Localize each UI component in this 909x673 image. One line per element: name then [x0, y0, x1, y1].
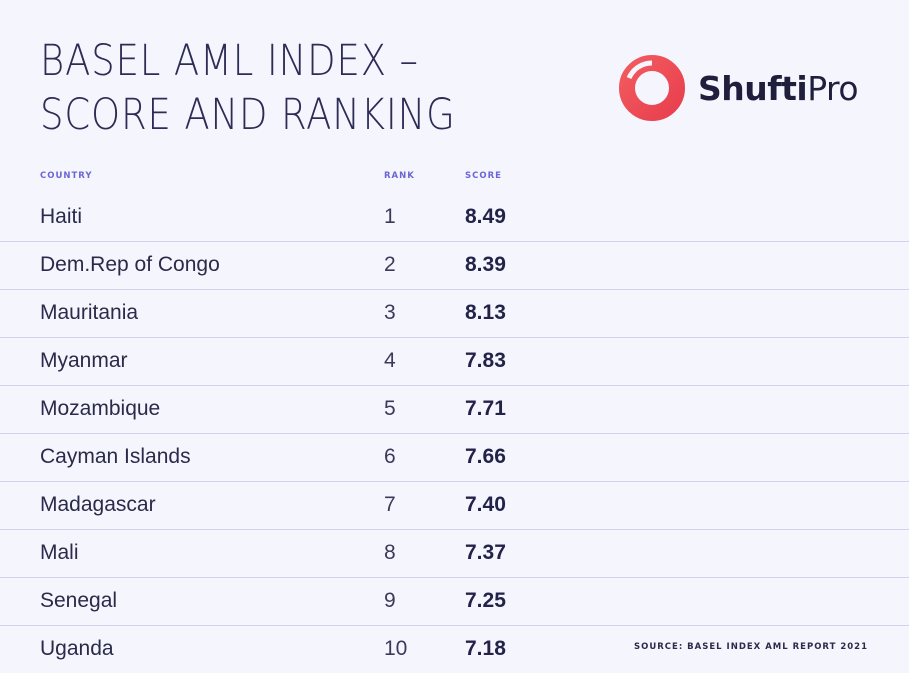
shufti-pro-ring-icon: [619, 55, 685, 121]
rank-cell: 1: [384, 205, 396, 228]
score-cell: 8.13: [465, 301, 506, 324]
rank-cell: 4: [384, 349, 396, 372]
title-line-2: SCORE AND RANKING: [40, 90, 456, 140]
title-line-1: BASEL AML INDEX –: [40, 36, 419, 86]
country-cell: Mali: [40, 541, 79, 564]
country-cell: Mauritania: [40, 301, 139, 324]
page-title: BASEL AML INDEX – SCORE AND RANKING: [40, 34, 456, 142]
brand-name-light: Pro: [807, 68, 859, 108]
column-header-score: SCORE: [465, 171, 502, 181]
score-cell: 7.37: [465, 541, 506, 564]
table-row: Madagascar 7 7.40: [0, 482, 909, 530]
brand-name-bold: Shufti: [698, 68, 808, 108]
table-row: Dem.Rep of Congo 2 8.39: [0, 242, 909, 290]
rank-cell: 5: [384, 397, 396, 420]
country-cell: Madagascar: [40, 493, 156, 516]
table-row: Cayman Islands 6 7.66: [0, 434, 909, 482]
rank-cell: 10: [384, 637, 408, 660]
country-cell: Dem.Rep of Congo: [40, 253, 220, 276]
country-cell: Senegal: [40, 589, 118, 612]
score-cell: 7.71: [465, 397, 506, 420]
rank-cell: 3: [384, 301, 396, 324]
score-cell: 8.39: [465, 253, 506, 276]
score-cell: 7.83: [465, 349, 506, 372]
table-row: Senegal 9 7.25: [0, 578, 909, 626]
rank-cell: 6: [384, 445, 396, 468]
table-header: COUNTRY RANK SCORE: [0, 171, 909, 183]
rank-cell: 9: [384, 589, 396, 612]
country-cell: Uganda: [40, 637, 114, 660]
score-cell: 8.49: [465, 205, 506, 228]
source-note: SOURCE: BASEL INDEX AML REPORT 2021: [633, 642, 868, 652]
column-header-rank: RANK: [384, 171, 415, 181]
rank-cell: 2: [384, 253, 396, 276]
table-row: Haiti 1 8.49: [0, 194, 909, 242]
country-cell: Mozambique: [40, 397, 161, 420]
brand-name: ShuftiPro: [698, 68, 859, 108]
score-cell: 7.66: [465, 445, 506, 468]
score-cell: 7.25: [465, 589, 506, 612]
table-row: Mozambique 5 7.71: [0, 386, 909, 434]
rank-cell: 7: [384, 493, 396, 516]
column-header-country: COUNTRY: [40, 171, 93, 181]
country-cell: Myanmar: [40, 349, 128, 372]
table-body: Haiti 1 8.49 Dem.Rep of Congo 2 8.39 Mauritani…: [0, 194, 909, 673]
country-cell: Haiti: [40, 205, 83, 228]
table-row: Mauritania 3 8.13: [0, 290, 909, 338]
brand-logo: ShuftiPro: [616, 52, 859, 124]
table-row: Uganda 10 7.18: [0, 626, 909, 673]
country-cell: Cayman Islands: [40, 445, 191, 468]
table-row: Mali 8 7.37: [0, 530, 909, 578]
score-cell: 7.18: [465, 637, 506, 660]
rank-cell: 8: [384, 541, 396, 564]
score-cell: 7.40: [465, 493, 506, 516]
table-row: Myanmar 4 7.83: [0, 338, 909, 386]
